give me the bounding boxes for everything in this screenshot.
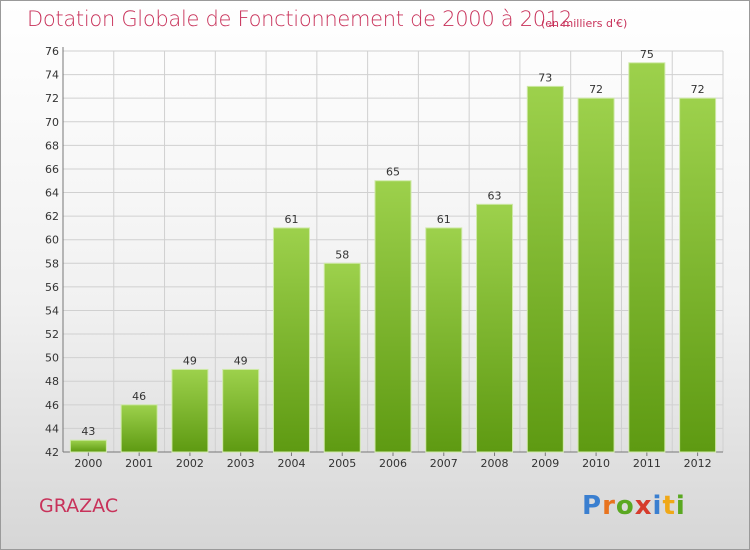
- y-tick-label: 50: [45, 352, 59, 365]
- bar: [272, 227, 310, 453]
- y-tick-label: 52: [45, 328, 59, 341]
- chart-unit: (en milliers d'€): [541, 17, 628, 30]
- bar: [120, 404, 158, 453]
- y-tick-label: 60: [45, 234, 59, 247]
- y-tick-label: 46: [45, 399, 59, 412]
- y-tick-label: 42: [45, 446, 59, 459]
- y-tick-label: 70: [45, 116, 59, 129]
- bar-value-label: 61: [284, 213, 298, 226]
- bar-value-label: 65: [386, 166, 400, 179]
- y-tick-label: 54: [45, 304, 59, 317]
- y-tick-label: 64: [45, 187, 59, 200]
- bar: [679, 97, 717, 453]
- y-tick-label: 62: [45, 210, 59, 223]
- x-tick-label: 2009: [531, 457, 559, 470]
- y-tick-label: 66: [45, 163, 59, 176]
- proxiti-logo: Proxiti: [582, 491, 686, 521]
- y-tick-label: 58: [45, 257, 59, 270]
- x-tick-label: 2012: [684, 457, 712, 470]
- bar: [425, 227, 463, 453]
- x-tick-label: 2003: [227, 457, 255, 470]
- bar: [374, 180, 412, 453]
- bar-value-label: 73: [538, 71, 552, 84]
- chart-title: Dotation Globale de Fonctionnement de 20…: [27, 7, 572, 31]
- x-tick-label: 2005: [328, 457, 356, 470]
- y-tick-label: 56: [45, 281, 59, 294]
- x-tick-label: 2004: [277, 457, 305, 470]
- bar-value-label: 58: [335, 248, 349, 261]
- bar-value-label: 72: [589, 83, 603, 96]
- commune-name: GRAZAC: [39, 495, 119, 517]
- bar: [323, 262, 361, 453]
- x-tick-label: 2007: [430, 457, 458, 470]
- x-tick-label: 2000: [74, 457, 102, 470]
- bar: [628, 62, 666, 453]
- bar: [526, 85, 564, 453]
- bar-value-label: 46: [132, 390, 146, 403]
- bar: [577, 97, 615, 453]
- y-tick-label: 76: [45, 45, 59, 58]
- bar-value-label: 75: [640, 48, 654, 61]
- bar-value-label: 49: [183, 354, 197, 367]
- bar-value-label: 43: [81, 425, 95, 438]
- bar: [476, 203, 514, 453]
- bar: [222, 368, 260, 453]
- y-tick-label: 72: [45, 92, 59, 105]
- x-tick-label: 2010: [582, 457, 610, 470]
- bar-value-label: 61: [437, 213, 451, 226]
- bar-value-label: 49: [234, 354, 248, 367]
- labels: 42 44 46 48 50 52 54 56 58 60 62 64 66 68 70 72 74 76 43 20…: [45, 45, 712, 470]
- x-tick-label: 2011: [633, 457, 661, 470]
- bar-value-label: 63: [488, 189, 502, 202]
- bars: [69, 62, 717, 453]
- x-tick-label: 2002: [176, 457, 204, 470]
- y-tick-label: 68: [45, 139, 59, 152]
- bar: [69, 439, 107, 453]
- x-tick-label: 2008: [481, 457, 509, 470]
- bar: [171, 368, 209, 453]
- y-tick-label: 74: [45, 69, 59, 82]
- x-tick-label: 2001: [125, 457, 153, 470]
- y-tick-label: 44: [45, 422, 59, 435]
- x-tick-label: 2006: [379, 457, 407, 470]
- bar-value-label: 72: [691, 83, 705, 96]
- y-tick-label: 48: [45, 375, 59, 388]
